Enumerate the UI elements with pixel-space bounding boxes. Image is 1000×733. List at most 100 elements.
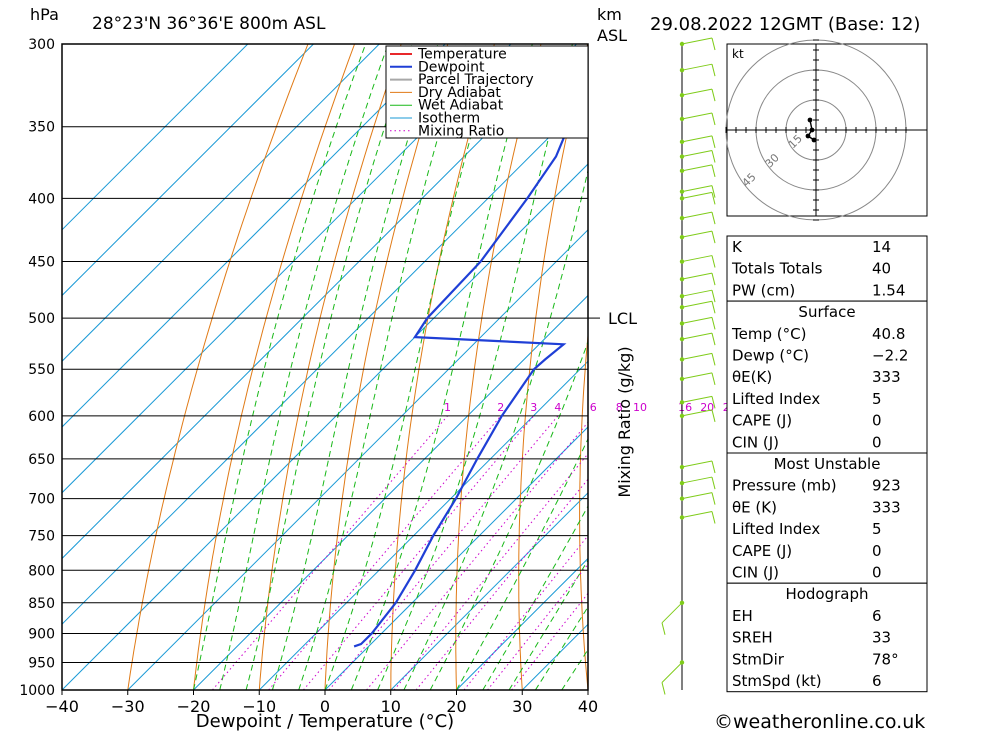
wind-barb-staff (681, 164, 713, 172)
index-value: 6 (872, 607, 882, 625)
dry-adiabat-line (193, 44, 356, 690)
legend-entry: Dewpoint (418, 59, 485, 75)
wind-barb-flag (711, 255, 716, 268)
index-label: PW (cm) (732, 281, 795, 299)
wind-barb (661, 660, 685, 695)
wind-barb-staff (661, 602, 683, 624)
wind-barb-dot (679, 189, 685, 194)
wind-barb (679, 352, 716, 366)
hodograph-indices-title: Hodograph (785, 585, 868, 603)
index-value: 5 (872, 390, 882, 408)
wind-barb-dot (679, 116, 685, 122)
dry-adiabat-line (455, 44, 542, 690)
pressure-tick-label: 700 (28, 492, 55, 508)
wind-barb-staff (681, 185, 713, 193)
mixing-ratio-line (268, 415, 502, 690)
wind-barb (679, 164, 716, 177)
wind-barb-staff (661, 662, 683, 683)
index-label: Temp (°C) (731, 325, 806, 343)
index-label: Lifted Index (732, 390, 820, 408)
wind-barb-dot (679, 336, 685, 342)
wind-barb-dot (679, 67, 685, 73)
hodograph-indices (726, 582, 928, 693)
pressure-tick-label: 850 (28, 596, 55, 612)
index-value: 923 (872, 477, 901, 495)
wind-barb-staff (681, 476, 713, 484)
x-tick-label: 0 (320, 697, 330, 716)
copyright-label: ©weatheronline.co.uk (714, 711, 925, 733)
isotherm-line (127, 229, 588, 690)
index-label: StmSpd (kt) (732, 672, 822, 690)
wind-barb-flag (711, 135, 716, 148)
wind-barb-staff (681, 352, 713, 360)
wet-adiabat-line (350, 44, 533, 690)
wind-barb-dot (679, 357, 685, 362)
hodograph-point (807, 117, 813, 123)
wind-barb (679, 191, 716, 205)
index-value: 0 (872, 412, 882, 430)
pressure-tick-label: 900 (28, 627, 55, 643)
isotherm-line (62, 44, 512, 494)
wind-barb-flag (711, 231, 716, 244)
index-value: 78° (872, 650, 899, 668)
pressure-tick-label: 550 (28, 362, 55, 378)
wind-barb-dot (679, 496, 685, 501)
index-label: CIN (J) (732, 564, 779, 582)
wind-barb-staff (681, 316, 713, 324)
wind-barb (679, 272, 716, 286)
wind-barb-staff (681, 492, 713, 500)
wind-barb-flag (711, 112, 716, 126)
wind-barb (679, 255, 716, 268)
wind-barb (679, 230, 716, 244)
surface-indices-title: Surface (798, 303, 855, 321)
wind-barb-staff (681, 63, 713, 71)
hodograph-trace (807, 119, 815, 141)
wind-barb-dot (679, 276, 685, 282)
wind-barb-dot (679, 413, 685, 419)
wind-barb-flag (711, 409, 716, 423)
wind-barb-flag (711, 150, 716, 163)
wet-adiabat-line (456, 437, 588, 690)
index-label: CAPE (J) (732, 412, 792, 430)
x-tick-label: −40 (45, 697, 79, 716)
isotherm-line (62, 44, 380, 362)
mixing-ratio-line (366, 421, 588, 690)
index-label: Totals Totals (731, 260, 823, 278)
index-value: 40 (872, 260, 891, 278)
wind-barb-dot (679, 305, 685, 310)
index-value: 0 (872, 433, 882, 451)
isotherm-line (62, 44, 446, 428)
wind-barb-flag (711, 290, 716, 303)
wind-barb-flag (711, 273, 716, 286)
wind-barb-dot (679, 600, 685, 605)
index-value: −2.2 (872, 347, 908, 365)
mixing-ratio-line (393, 452, 588, 690)
wind-barb (679, 510, 716, 524)
pressure-tick-label: 750 (28, 529, 55, 545)
wind-barb-staff (681, 300, 713, 308)
dry-adiabat-line (127, 44, 309, 690)
wet-adiabat-line (245, 44, 413, 690)
wet-adiabat-line (429, 340, 588, 690)
wind-barb (679, 300, 716, 314)
wind-barb (679, 460, 716, 474)
height-ref-label: ASL (597, 26, 627, 45)
legend-entry: Isotherm (418, 111, 480, 127)
wind-barb-flag (711, 185, 716, 198)
wind-barb (679, 88, 716, 102)
wind-barb-flag (711, 164, 716, 177)
x-tick-label: −30 (111, 697, 145, 716)
index-label: Lifted Index (732, 520, 820, 538)
wind-barb-staff (681, 289, 713, 297)
dry-adiabat-line (390, 44, 495, 690)
wind-barb-flag (711, 64, 716, 77)
isotherm-line (62, 44, 314, 297)
wind-barb-staff (681, 135, 713, 143)
wind-barb-dot (679, 196, 685, 201)
wind-barb (679, 135, 716, 148)
pressure-tick-label: 800 (28, 563, 55, 579)
dry-adiabat-line (696, 44, 728, 690)
index-value: 33 (872, 629, 891, 647)
